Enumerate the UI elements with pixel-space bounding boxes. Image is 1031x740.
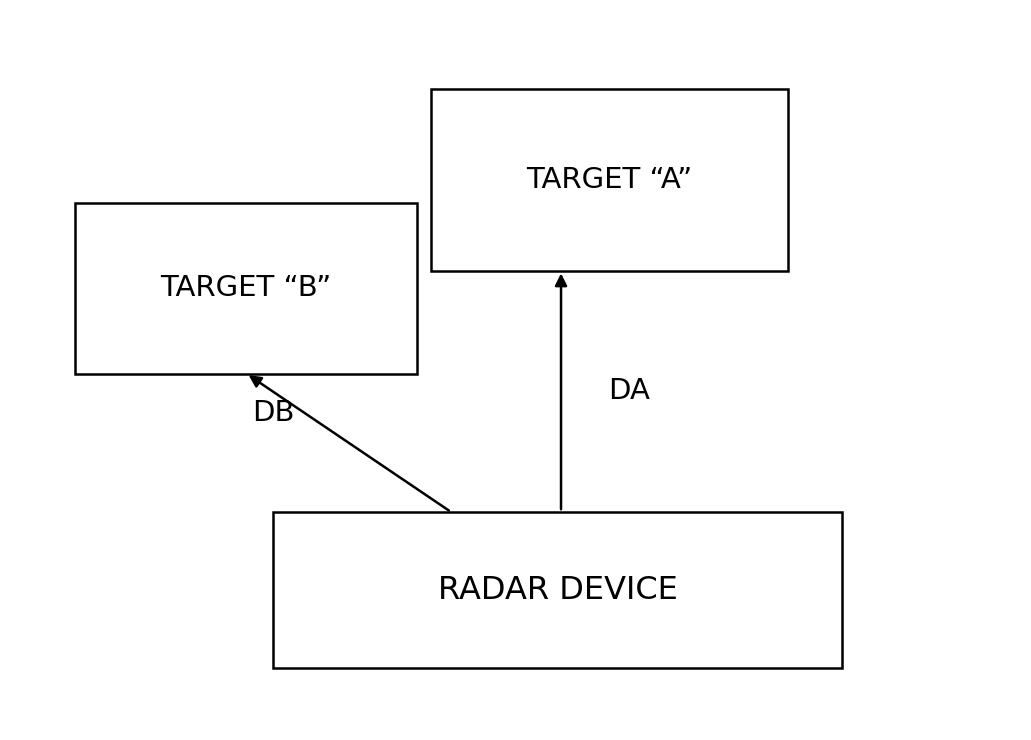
Text: DB: DB bbox=[252, 399, 294, 427]
Text: TARGET “B”: TARGET “B” bbox=[160, 275, 331, 303]
Text: TARGET “A”: TARGET “A” bbox=[527, 166, 693, 194]
Bar bbox=[75, 203, 417, 374]
Bar bbox=[273, 512, 842, 668]
Text: DA: DA bbox=[608, 377, 651, 406]
Text: RADAR DEVICE: RADAR DEVICE bbox=[437, 575, 677, 606]
Bar bbox=[431, 90, 788, 271]
